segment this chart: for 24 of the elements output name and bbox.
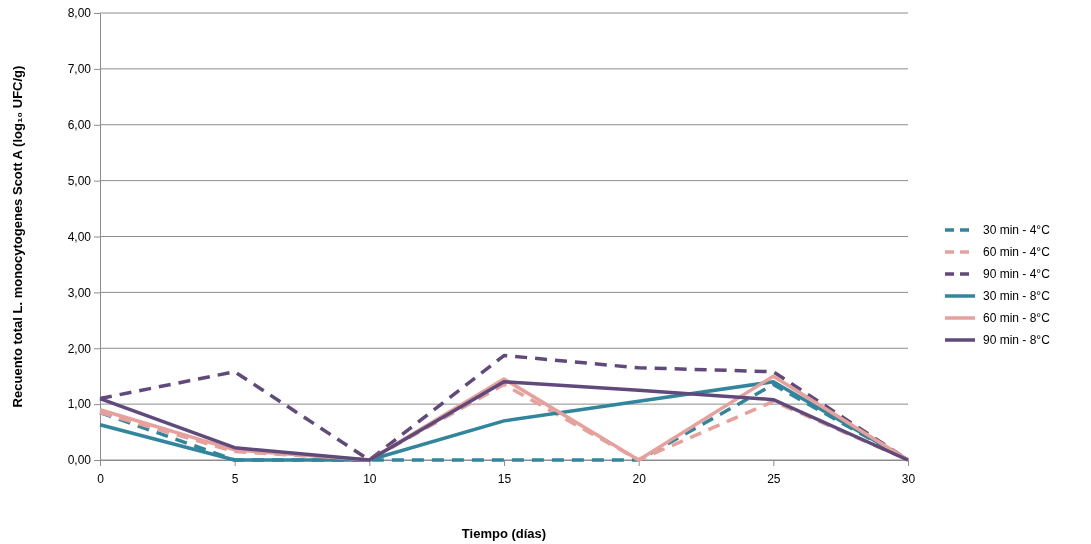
y-tick-label: 1,00 [67, 397, 92, 412]
legend-label: 30 min - 4°C [983, 223, 1051, 237]
x-tick-label: 0 [97, 472, 105, 487]
y-tick-label: 5,00 [67, 173, 92, 188]
legend-label: 60 min - 4°C [983, 245, 1051, 259]
x-tick-label: 25 [767, 472, 781, 487]
y-tick-label: 2,00 [67, 341, 92, 356]
legend-label: 90 min - 4°C [983, 267, 1051, 281]
y-axis-title: Recuento total L. monocytogenes Scott A (log₁₀ UFC/g) [10, 65, 25, 408]
y-tick-label: 7,00 [67, 62, 92, 77]
y-tick-label: 0,00 [67, 453, 92, 468]
legend-label: 60 min - 8°C [983, 311, 1051, 325]
x-tick-label: 10 [363, 472, 377, 487]
legend-label: 90 min - 8°C [983, 333, 1051, 347]
x-axis-title: Tiempo (días) [461, 526, 547, 541]
y-tick-label: 3,00 [67, 285, 92, 300]
x-tick-label: 5 [231, 472, 239, 487]
y-tick-label: 6,00 [67, 118, 92, 133]
x-tick-label: 15 [497, 472, 512, 487]
y-tick-label: 4,00 [67, 229, 92, 244]
x-tick-label: 20 [632, 472, 647, 487]
x-tick-label: 30 [901, 472, 916, 487]
legend-label: 30 min - 8°C [983, 289, 1051, 303]
y-tick-label: 8,00 [67, 6, 92, 21]
